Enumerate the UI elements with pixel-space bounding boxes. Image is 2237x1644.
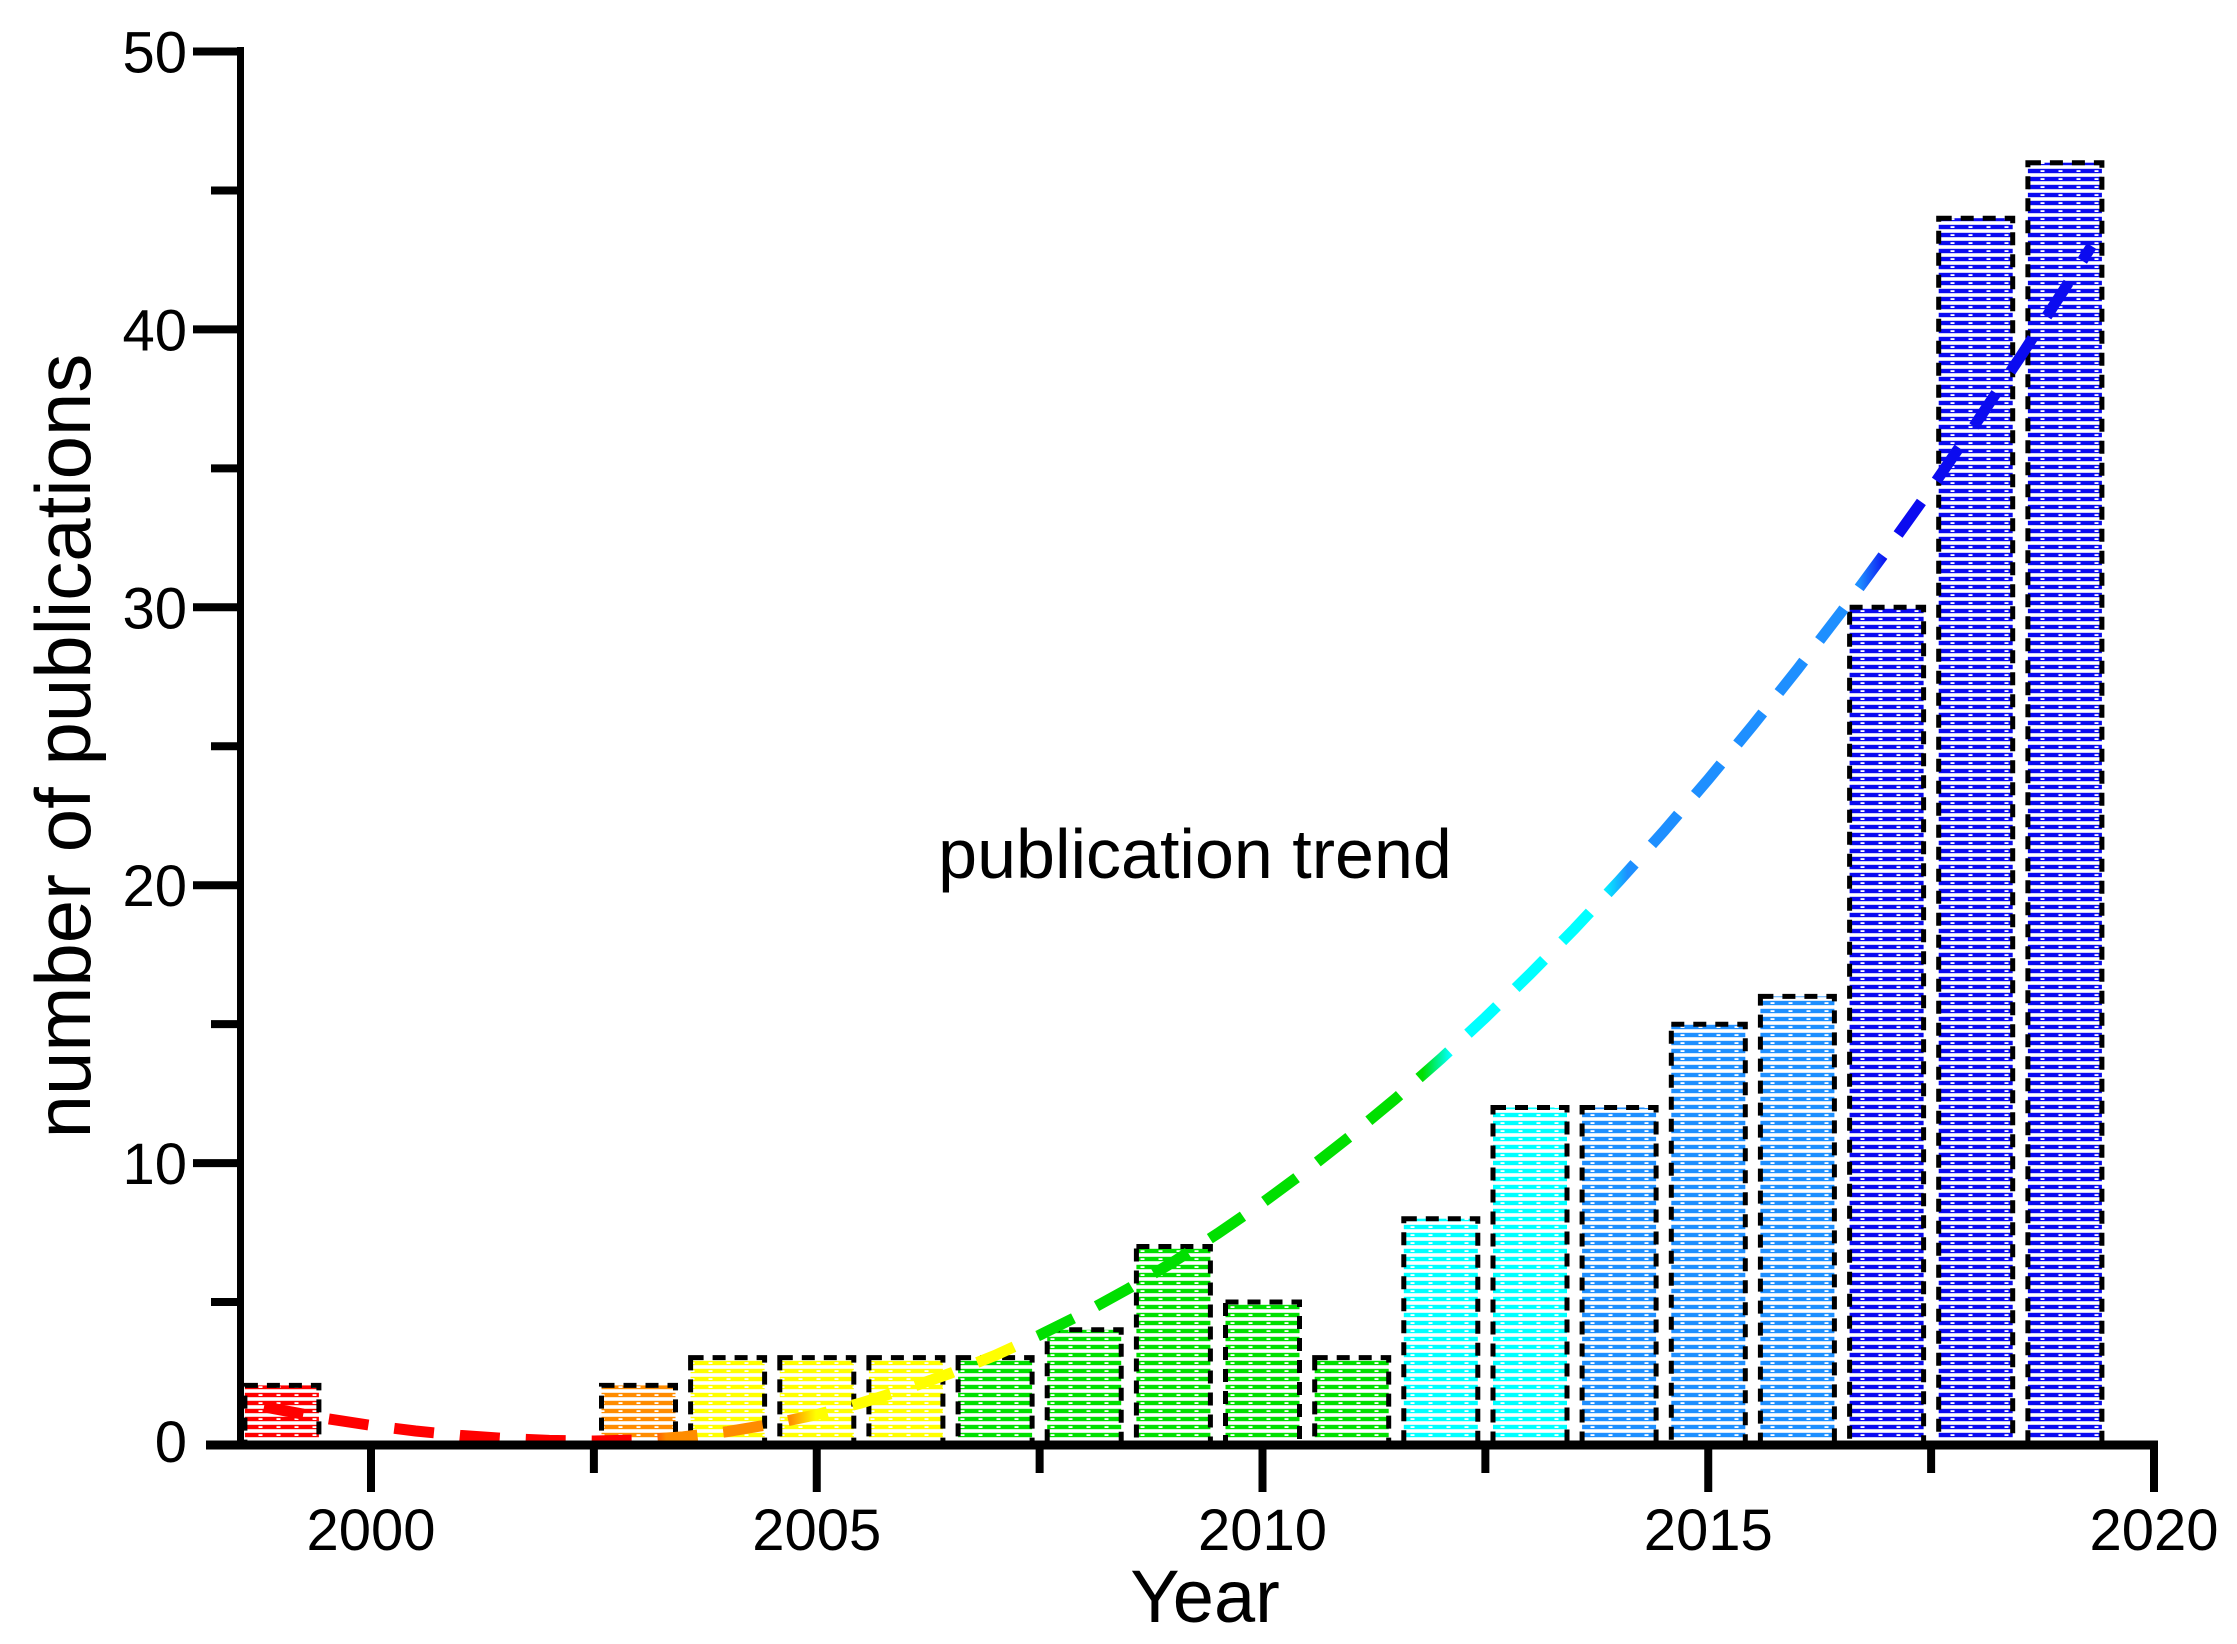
y-tick-label-40: 40 bbox=[122, 298, 187, 363]
y-tick-label-20: 20 bbox=[122, 854, 187, 919]
y-axis-title: number of publications bbox=[19, 354, 107, 1139]
x-tick-label-2010: 2010 bbox=[1198, 1498, 1327, 1563]
bar-2011 bbox=[1312, 1355, 1392, 1447]
bar-2005 bbox=[777, 1355, 857, 1447]
y-tick-label-0: 0 bbox=[155, 1410, 187, 1475]
y-tick-label-10: 10 bbox=[122, 1132, 187, 1197]
y-tick-label-30: 30 bbox=[122, 576, 187, 641]
annotation-publication-trend: publication trend bbox=[938, 815, 1452, 893]
bar-2018 bbox=[1936, 215, 2016, 1447]
bar-2014 bbox=[1579, 1105, 1659, 1447]
x-tick-label-2000: 2000 bbox=[306, 1498, 435, 1563]
x-tick-label-2020: 2020 bbox=[2089, 1498, 2218, 1563]
bar-2007 bbox=[955, 1355, 1035, 1447]
bar-2010 bbox=[1223, 1299, 1302, 1447]
bar-2013 bbox=[1490, 1105, 1570, 1447]
x-axis-title: Year bbox=[1130, 1555, 1280, 1638]
bar-2016 bbox=[1757, 993, 1837, 1447]
y-tick-label-50: 50 bbox=[122, 21, 187, 86]
axes-layer bbox=[193, 47, 2158, 1492]
bar-2012 bbox=[1401, 1216, 1481, 1447]
bar-2017 bbox=[1847, 604, 1927, 1447]
x-tick-label-2005: 2005 bbox=[752, 1498, 881, 1563]
bars-layer bbox=[242, 160, 2105, 1447]
bar-2015 bbox=[1668, 1021, 1748, 1447]
x-tick-label-2015: 2015 bbox=[1644, 1498, 1773, 1563]
bar-2019 bbox=[2025, 160, 2105, 1447]
bar-2008 bbox=[1044, 1327, 1124, 1447]
tick-labels-layer: 0 10 20 30 40 50 2000 2005 2010 2015 2020 bbox=[122, 21, 2218, 1564]
bar-2009 bbox=[1133, 1244, 1213, 1447]
